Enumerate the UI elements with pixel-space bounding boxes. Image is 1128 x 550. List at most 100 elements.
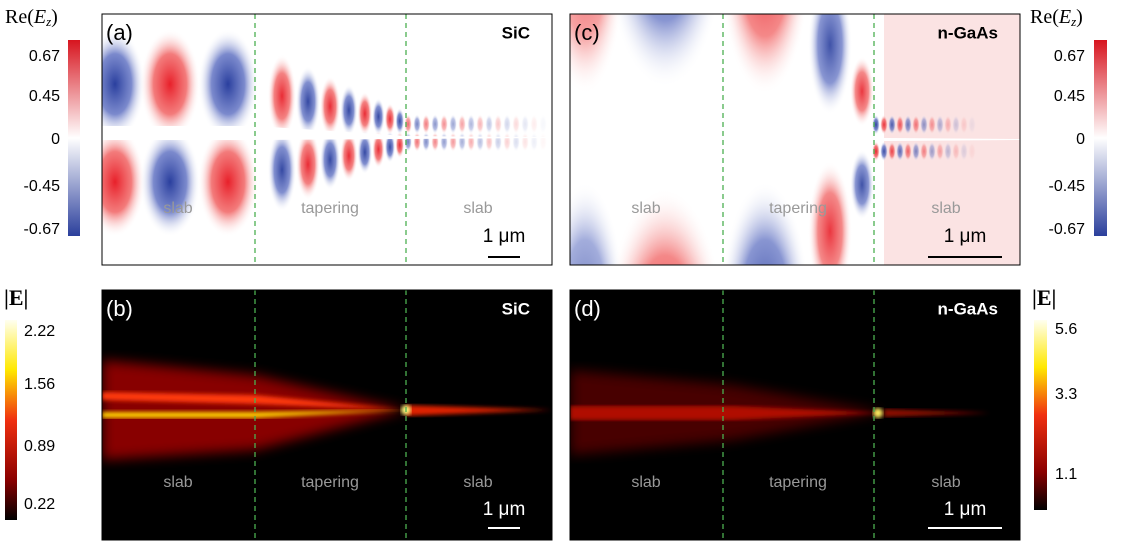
field-lobe [440, 114, 448, 134]
field-lobe [357, 92, 372, 135]
field-lobe [872, 115, 880, 135]
field-lobe [888, 115, 896, 135]
material: n-GaAs [938, 299, 998, 318]
figure: (a)SiCslabtaperingslab1 μm(b)SiCslabtape… [0, 0, 1128, 545]
field-lobe [904, 115, 912, 135]
field-lobe [476, 114, 484, 134]
field-lobe [912, 141, 920, 161]
field-lobe [503, 114, 511, 134]
field-lobe [467, 132, 475, 152]
field-lobe [85, 127, 145, 237]
field-lobe [896, 115, 904, 135]
field-lobe [449, 132, 457, 152]
field-lobe [968, 115, 976, 135]
field-lobe [198, 127, 258, 237]
field-lobe [85, 29, 145, 139]
field-lobe [850, 56, 874, 126]
paren: ) [1076, 6, 1083, 28]
field-lobe [404, 114, 412, 134]
region-label: slab [931, 474, 960, 491]
field-lobe [458, 114, 466, 134]
scale-label: 1 μm [944, 226, 987, 247]
material: SiC [502, 23, 530, 42]
field-lobe [512, 132, 520, 152]
colorbar-title: |E| [4, 285, 28, 310]
field-lobe [539, 132, 547, 152]
panel-label: (b) [106, 296, 133, 321]
colorbar-tick: 2.22 [24, 323, 55, 340]
field-lobe [404, 132, 412, 152]
field-lobe [422, 132, 430, 152]
field-lobe [140, 127, 200, 237]
field-lobe [268, 54, 297, 137]
field-lobe [936, 141, 944, 161]
field-lobe [904, 141, 912, 161]
field-lobe [530, 114, 538, 134]
material: n-GaAs [938, 23, 998, 42]
panel-label: (c) [574, 20, 600, 45]
field-lobe [888, 141, 896, 161]
colorbar-tick: 0.45 [29, 88, 60, 105]
colorbar-tick: 5.6 [1055, 321, 1077, 338]
scale-label: 1 μm [483, 499, 526, 520]
field-lobe [431, 132, 439, 152]
colorbar-tick: 0.45 [1054, 88, 1085, 105]
field-lobe [140, 29, 200, 139]
field-lobe [340, 85, 358, 136]
field-lobe [413, 114, 421, 134]
colorbar-tick: 0.67 [1054, 48, 1085, 65]
region-label: slab [631, 200, 660, 217]
field-lobe [467, 114, 475, 134]
colorbar-tick: 0.22 [24, 496, 55, 513]
region-label: tapering [301, 474, 359, 491]
colorbar-title: |E| [1032, 285, 1056, 310]
colorbar [5, 320, 17, 520]
field-lobe [485, 114, 493, 134]
panel-label: (a) [106, 20, 133, 45]
colorbar-tick: -0.67 [24, 221, 61, 238]
field-lobe [960, 141, 968, 161]
field-lobe [512, 114, 520, 134]
field-lobe [422, 114, 430, 134]
colorbar-tick: 1.1 [1055, 466, 1077, 483]
colorbar-tick: 0.89 [24, 438, 55, 455]
field-lobe [320, 76, 341, 136]
material: SiC [502, 299, 530, 318]
field-lobe [372, 98, 385, 135]
field-lobe [968, 141, 976, 161]
field-lobe [850, 150, 874, 220]
region-label: slab [463, 200, 492, 217]
field-lobe [872, 141, 880, 161]
field-lobe [449, 114, 457, 134]
field-lobe [912, 115, 920, 135]
func: Re [1030, 6, 1052, 28]
field-lobe [808, 161, 852, 301]
colorbar-tick: 3.3 [1055, 386, 1077, 403]
region-label: slab [463, 474, 492, 491]
colorbar-tick: -0.45 [24, 178, 61, 195]
colorbar-tick: 0.67 [29, 48, 60, 65]
colorbar-tick: 0 [51, 131, 60, 148]
panel-label: (d) [574, 296, 601, 321]
field-lobe [920, 141, 928, 161]
field-lobe [198, 29, 258, 139]
field-lobe [952, 141, 960, 161]
field-lobe [494, 132, 502, 152]
field-lobe [960, 115, 968, 135]
field-lobe [385, 103, 396, 134]
colorbar-tick: 0 [1076, 131, 1085, 148]
field-lobe [530, 132, 538, 152]
field-lobe [431, 114, 439, 134]
colorbar-tick: 1.56 [24, 376, 55, 393]
field-lobe [944, 141, 952, 161]
field-lobe [395, 108, 404, 135]
symbol: E [1058, 6, 1071, 28]
scale-label: 1 μm [483, 226, 526, 247]
field-lobe [928, 115, 936, 135]
func: Re [5, 6, 27, 28]
paren: ) [51, 6, 58, 28]
field-lobe [521, 132, 529, 152]
field-lobe [440, 132, 448, 152]
field-lobe [944, 115, 952, 135]
colorbar [1094, 40, 1107, 236]
